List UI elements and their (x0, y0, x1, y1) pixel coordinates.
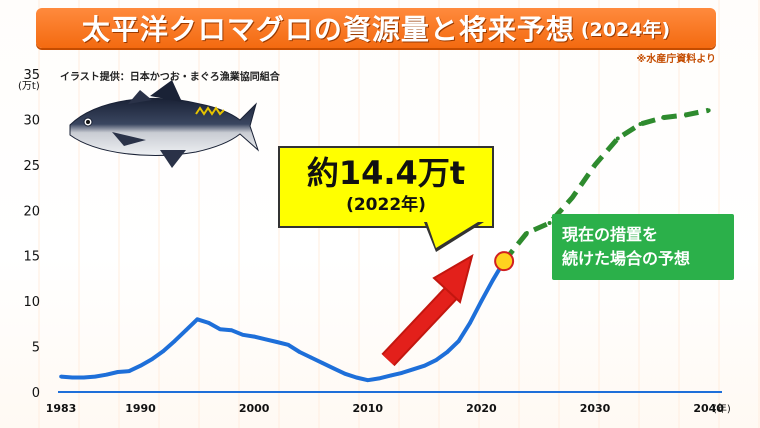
actual-data-point (286, 342, 291, 347)
actual-data-point (479, 299, 484, 303)
actual-data-point (229, 328, 234, 333)
actual-data-point (297, 350, 302, 354)
forecast-data-point (570, 195, 575, 200)
actual-data-point (388, 373, 393, 378)
forecast-series-line (502, 107, 710, 263)
y-unit-label: (万t) (18, 81, 40, 92)
actual-data-point (206, 321, 211, 325)
forecast-label-box: 現在の措置を 続けた場合の予想 (552, 214, 734, 280)
y-tick-label: 25 (23, 159, 40, 174)
actual-data-point (263, 337, 268, 342)
actual-data-point (434, 358, 438, 363)
actual-data-point (218, 327, 222, 332)
forecast-data-point (593, 162, 598, 167)
actual-data-point (331, 366, 336, 371)
actual-data-point (127, 369, 131, 373)
actual-data-point (116, 370, 120, 374)
actual-data-point (104, 372, 109, 377)
actual-data-point (377, 376, 381, 381)
y-tick-label: 15 (23, 250, 40, 265)
actual-data-point (195, 317, 200, 322)
tuna-illustration (69, 80, 260, 168)
forecast-data-point (706, 108, 711, 113)
forecast-label-line1: 現在の措置を (562, 225, 659, 244)
x-tick-label: 2000 (239, 402, 270, 415)
forecast-data-point (661, 115, 666, 120)
series-layer (59, 107, 711, 383)
actual-data-point (172, 339, 177, 343)
y-tick-label: 5 (32, 341, 40, 356)
callout-year: (2022年) (346, 195, 426, 215)
actual-data-point (59, 374, 63, 379)
x-axis-ticks: 1983 1990 2000 2010 2020 2030 2040 (46, 402, 725, 415)
callout-pointer-fill (427, 222, 478, 248)
actual-data-point (343, 372, 347, 376)
actual-data-point (275, 340, 279, 344)
actual-data-point (161, 349, 166, 353)
y-tick-label: 30 (23, 113, 40, 128)
y-tick-label: 0 (32, 386, 40, 401)
actual-data-point (138, 363, 143, 368)
forecast-data-point (638, 121, 643, 126)
actual-data-point (93, 374, 97, 379)
callout-value: 約14.4万t (306, 154, 466, 192)
y-axis-ticks: 0 5 10 15 20 25 30 35 (23, 68, 40, 401)
forecast-data-point (615, 136, 620, 141)
x-tick-label: 1983 (46, 402, 77, 415)
chart-title: 太平洋クロマグロの資源量と将来予想 (81, 13, 575, 46)
x-unit-label: (年) (713, 402, 731, 415)
actual-data-point (309, 355, 313, 360)
actual-data-point (422, 363, 427, 368)
actual-data-point (252, 334, 256, 339)
highlight-point-2022 (494, 251, 515, 272)
actual-data-point (456, 339, 461, 343)
title-bar: 太平洋クロマグロの資源量と将来予想 (2024年) (36, 8, 716, 48)
actual-series-line (60, 260, 506, 383)
x-tick-label: 2040 (693, 402, 724, 415)
actual-data-point (70, 375, 75, 380)
actual-data-point (81, 375, 86, 380)
actual-data-point (490, 278, 495, 283)
actual-data-point (400, 371, 404, 375)
forecast-data-point (547, 221, 552, 226)
value-callout: 約14.4万t (2022年) (278, 146, 494, 228)
y-tick-label: 35 (23, 68, 40, 83)
actual-data-point (320, 361, 325, 365)
actual-data-point (354, 375, 359, 380)
actual-data-point (411, 367, 416, 372)
chart-title-year: (2024年) (580, 18, 671, 41)
illustration-credit: イラスト提供：日本かつお・まぐろ漁業協同組合 (60, 72, 280, 83)
increase-arrow (381, 253, 474, 367)
y-tick-label: 10 (23, 295, 40, 310)
y-tick-label: 20 (23, 204, 40, 219)
actual-data-point (445, 350, 450, 354)
x-tick-label: 2010 (352, 402, 383, 415)
forecast-label-line2: 続けた場合の予想 (562, 249, 691, 268)
forecast-data-point (524, 231, 529, 235)
actual-data-point (240, 332, 245, 337)
x-tick-label: 2030 (580, 402, 611, 415)
actual-data-point (365, 378, 370, 382)
actual-data-point (150, 357, 154, 362)
source-note: ※水産庁資料より (636, 54, 716, 65)
actual-data-point (184, 328, 188, 333)
x-tick-label: 2020 (466, 402, 497, 415)
x-tick-label: 1990 (125, 402, 156, 415)
highlight-layer (494, 251, 515, 272)
forecast-data-point (683, 112, 688, 117)
actual-data-point (468, 321, 472, 325)
